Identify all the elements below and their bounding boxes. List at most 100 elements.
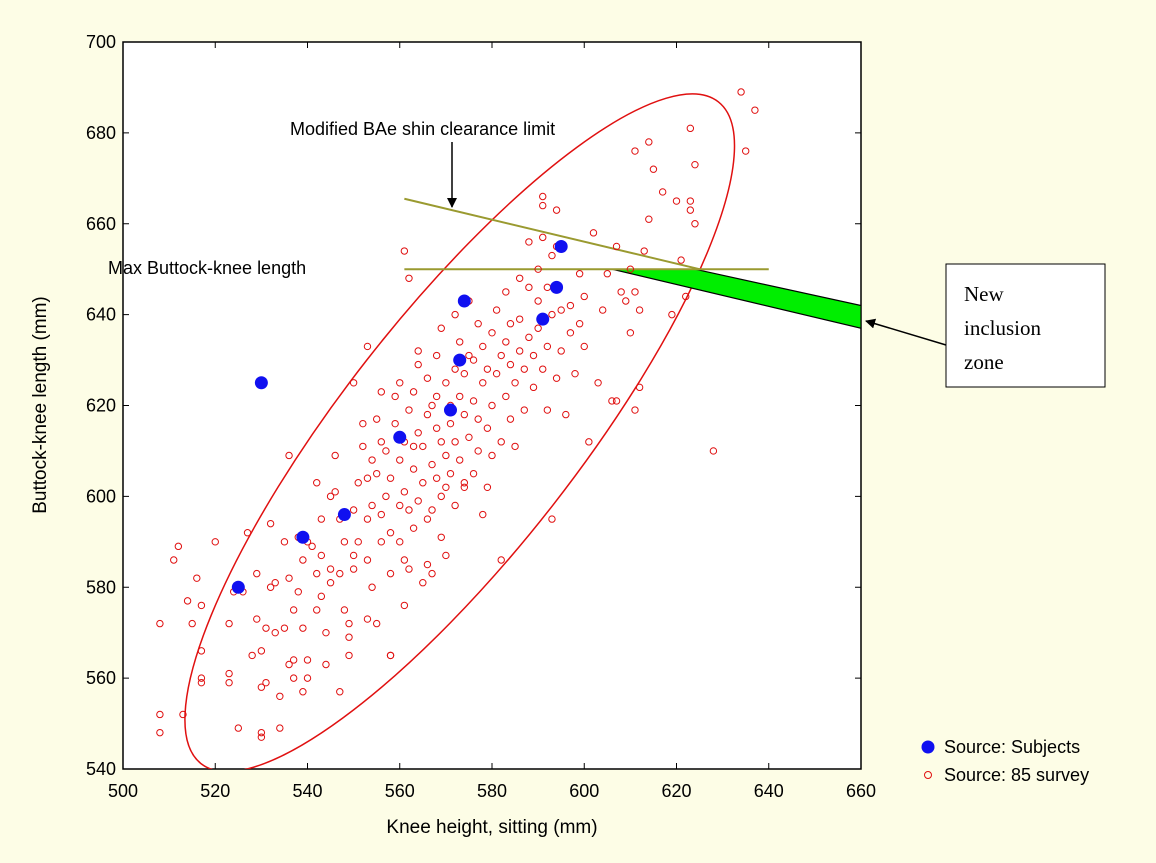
survey-point [575, 320, 584, 328]
survey-point [474, 415, 482, 423]
subject-point [231, 580, 245, 594]
survey-point [691, 220, 699, 228]
survey-point [617, 288, 625, 296]
survey-point [520, 406, 528, 414]
survey-point [400, 247, 409, 255]
survey-point [253, 615, 261, 623]
survey-point [599, 306, 607, 314]
survey-point [677, 256, 685, 264]
survey-point [225, 619, 233, 628]
survey-point [419, 442, 427, 451]
survey-point [672, 197, 681, 205]
plot-area [122, 41, 862, 770]
y-axis-title: Buttock-knee length (mm) [30, 296, 51, 514]
survey-point [474, 320, 482, 328]
survey-point [603, 270, 612, 278]
survey-point [197, 647, 206, 655]
survey-point [492, 306, 501, 314]
survey-point [640, 247, 648, 255]
subject-point [554, 239, 568, 253]
subject-point [254, 376, 268, 390]
survey-point [608, 397, 616, 405]
survey-point [257, 728, 266, 737]
survey-point [668, 310, 676, 319]
survey-point [156, 710, 164, 719]
survey-point [299, 556, 307, 564]
survey-point [336, 688, 344, 696]
survey-point [313, 606, 321, 614]
y-tick-label: 680 [86, 123, 116, 143]
survey-point [345, 619, 353, 628]
survey-point [299, 624, 307, 632]
survey-point [368, 583, 376, 591]
survey-point [539, 192, 547, 201]
survey-point [437, 438, 445, 446]
survey-point [423, 374, 432, 382]
survey-point [257, 683, 266, 691]
survey-point [432, 424, 441, 432]
survey-point [451, 365, 459, 373]
survey-point [345, 651, 353, 660]
survey-point [405, 274, 413, 282]
survey-point [193, 574, 201, 582]
legend-label-survey: Source: 85 survey [944, 765, 1089, 785]
survey-point [442, 379, 450, 387]
survey-point [409, 442, 418, 451]
survey-point [262, 624, 270, 632]
survey-point [460, 479, 469, 487]
survey-point [271, 579, 279, 587]
survey-point [349, 379, 358, 387]
survey-point [243, 529, 252, 537]
survey-point [506, 360, 515, 369]
survey-point [645, 138, 653, 146]
survey-point [456, 392, 464, 401]
survey-point [635, 306, 644, 314]
survey-point [483, 483, 492, 491]
survey-point [502, 392, 510, 401]
survey-point [631, 288, 639, 296]
x-tick-label: 500 [108, 781, 138, 801]
survey-point [423, 515, 432, 523]
survey-point [372, 619, 381, 628]
survey-point [396, 538, 404, 546]
survey-point [179, 710, 187, 719]
survey-point [543, 342, 552, 351]
y-tick-label: 700 [86, 32, 116, 52]
survey-point [515, 347, 524, 355]
survey-point [446, 419, 455, 428]
survey-point [400, 601, 409, 610]
survey-point [469, 469, 478, 478]
new-zone-box [945, 263, 1106, 388]
survey-point [709, 447, 718, 455]
survey-point [271, 628, 279, 637]
survey-point [686, 197, 695, 205]
survey-point [313, 569, 321, 578]
x-tick-label: 660 [846, 781, 876, 801]
survey-point [225, 678, 233, 687]
survey-point [405, 506, 413, 514]
survey-point [539, 233, 547, 242]
survey-point [294, 588, 302, 596]
x-tick-label: 540 [292, 781, 322, 801]
survey-point [349, 565, 358, 573]
survey-point [174, 542, 183, 551]
survey-point [552, 206, 561, 214]
new-zone-label-line3: zone [964, 350, 1004, 374]
survey-point [276, 724, 284, 732]
survey-point [363, 474, 372, 482]
survey-point [626, 329, 635, 337]
new-zone-label-line2: inclusion [964, 316, 1041, 340]
survey-point [386, 651, 395, 660]
survey-point [409, 465, 418, 473]
survey-point [409, 524, 418, 532]
survey-point [359, 419, 367, 428]
survey-point [631, 147, 639, 155]
survey-point [571, 369, 579, 378]
survey-point [428, 460, 436, 469]
survey-point [354, 538, 362, 546]
survey-point [257, 733, 266, 741]
survey-point [349, 551, 358, 560]
survey-point [525, 333, 533, 342]
survey-point [649, 165, 658, 173]
survey-point [488, 451, 496, 460]
